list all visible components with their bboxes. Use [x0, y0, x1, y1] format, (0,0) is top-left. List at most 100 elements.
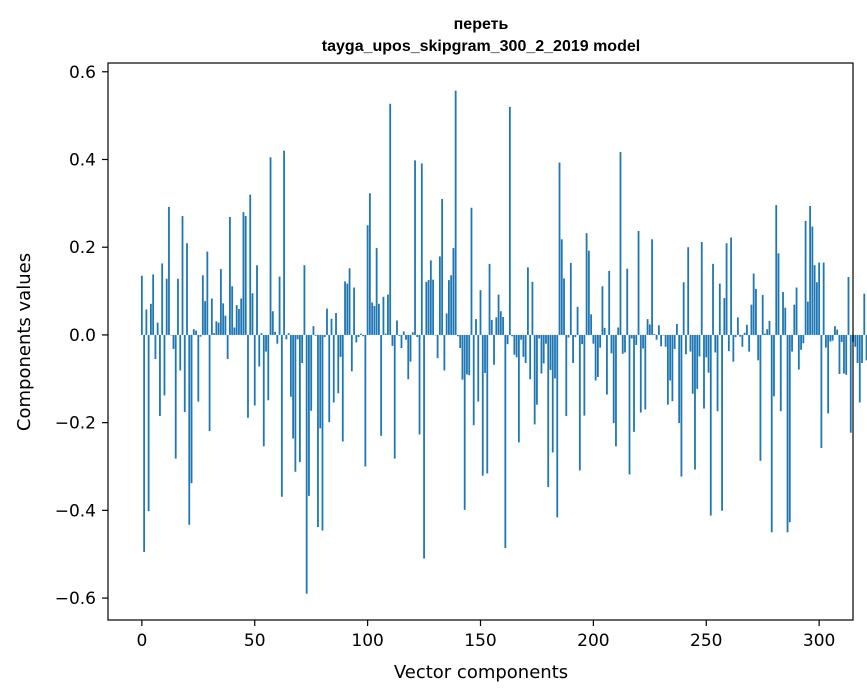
bar	[782, 291, 784, 335]
y-tick-label: 0.0	[69, 326, 96, 346]
bar	[402, 331, 405, 335]
bar	[398, 334, 401, 336]
bar	[775, 205, 778, 335]
bar	[247, 334, 249, 418]
bar	[427, 280, 430, 335]
bar	[594, 334, 597, 381]
x-axis-label: Vector components	[394, 662, 568, 683]
bar	[755, 288, 757, 335]
bar	[409, 334, 412, 362]
bar	[554, 334, 556, 379]
bar	[716, 334, 719, 412]
bar	[479, 290, 482, 335]
bar	[208, 334, 211, 431]
bar	[671, 334, 674, 402]
bar	[847, 277, 850, 335]
bar	[865, 334, 867, 361]
bar	[511, 334, 514, 337]
bar	[242, 212, 245, 335]
bar	[703, 334, 705, 409]
y-axis-label: Components values	[14, 253, 35, 431]
bar	[856, 334, 859, 363]
bar	[718, 283, 721, 335]
bar	[687, 247, 690, 335]
bar	[174, 334, 177, 459]
bar	[226, 334, 229, 360]
bar	[694, 334, 696, 470]
bar	[407, 334, 410, 380]
bar	[179, 334, 182, 371]
bar	[350, 334, 353, 372]
bar	[380, 334, 383, 436]
bar	[260, 333, 263, 335]
bar	[520, 334, 523, 340]
bar	[752, 273, 755, 335]
bar	[770, 334, 773, 533]
bar	[849, 334, 852, 433]
bar	[296, 334, 299, 340]
bar	[317, 334, 319, 528]
bar	[229, 216, 231, 335]
bar	[522, 334, 525, 357]
bar	[382, 296, 385, 335]
x-axis-ticks: 0 50 100 150 200 250 300	[136, 620, 835, 651]
bar	[788, 334, 791, 523]
bar	[759, 334, 762, 461]
bar	[312, 326, 315, 335]
bar	[172, 334, 175, 349]
bar	[292, 334, 295, 439]
bar	[265, 334, 267, 352]
bar	[159, 334, 161, 417]
bar	[366, 225, 369, 335]
bar	[472, 334, 475, 426]
bar	[283, 150, 285, 335]
bar	[626, 268, 629, 335]
y-tick-label: −0.4	[55, 501, 96, 521]
bar	[251, 293, 254, 335]
bar	[215, 321, 218, 335]
bar	[224, 315, 227, 335]
bar	[454, 90, 457, 335]
y-tick-label: −0.6	[55, 589, 96, 609]
bar	[698, 334, 701, 357]
bar	[773, 334, 775, 397]
bar	[195, 330, 197, 335]
y-tick-label: −0.2	[55, 414, 96, 434]
bar	[596, 334, 599, 378]
bar	[145, 309, 148, 335]
bar	[637, 230, 640, 335]
bar	[736, 317, 739, 335]
bar	[348, 268, 351, 335]
bar	[572, 334, 574, 363]
bar	[301, 334, 304, 363]
bar	[648, 324, 651, 335]
bar	[468, 334, 471, 376]
bar	[152, 274, 155, 335]
bar	[709, 334, 712, 516]
bar	[488, 263, 491, 335]
bar	[558, 162, 561, 335]
bar	[244, 216, 247, 335]
bar	[619, 152, 622, 335]
bar	[373, 305, 376, 335]
bar	[809, 205, 812, 335]
bar	[606, 334, 608, 395]
bar	[475, 319, 477, 335]
bar	[793, 304, 796, 335]
bar	[748, 334, 751, 352]
bar	[323, 334, 326, 338]
bar	[328, 334, 331, 423]
bar	[353, 287, 355, 335]
bar	[831, 334, 834, 341]
bar	[682, 282, 685, 335]
bar	[276, 334, 279, 344]
bar	[378, 303, 380, 335]
y-tick-label: 0.6	[69, 63, 96, 83]
bar	[484, 334, 486, 374]
bar	[414, 160, 416, 335]
bar	[391, 334, 394, 346]
bar	[583, 334, 586, 416]
bar	[617, 327, 620, 335]
bar	[497, 294, 500, 335]
